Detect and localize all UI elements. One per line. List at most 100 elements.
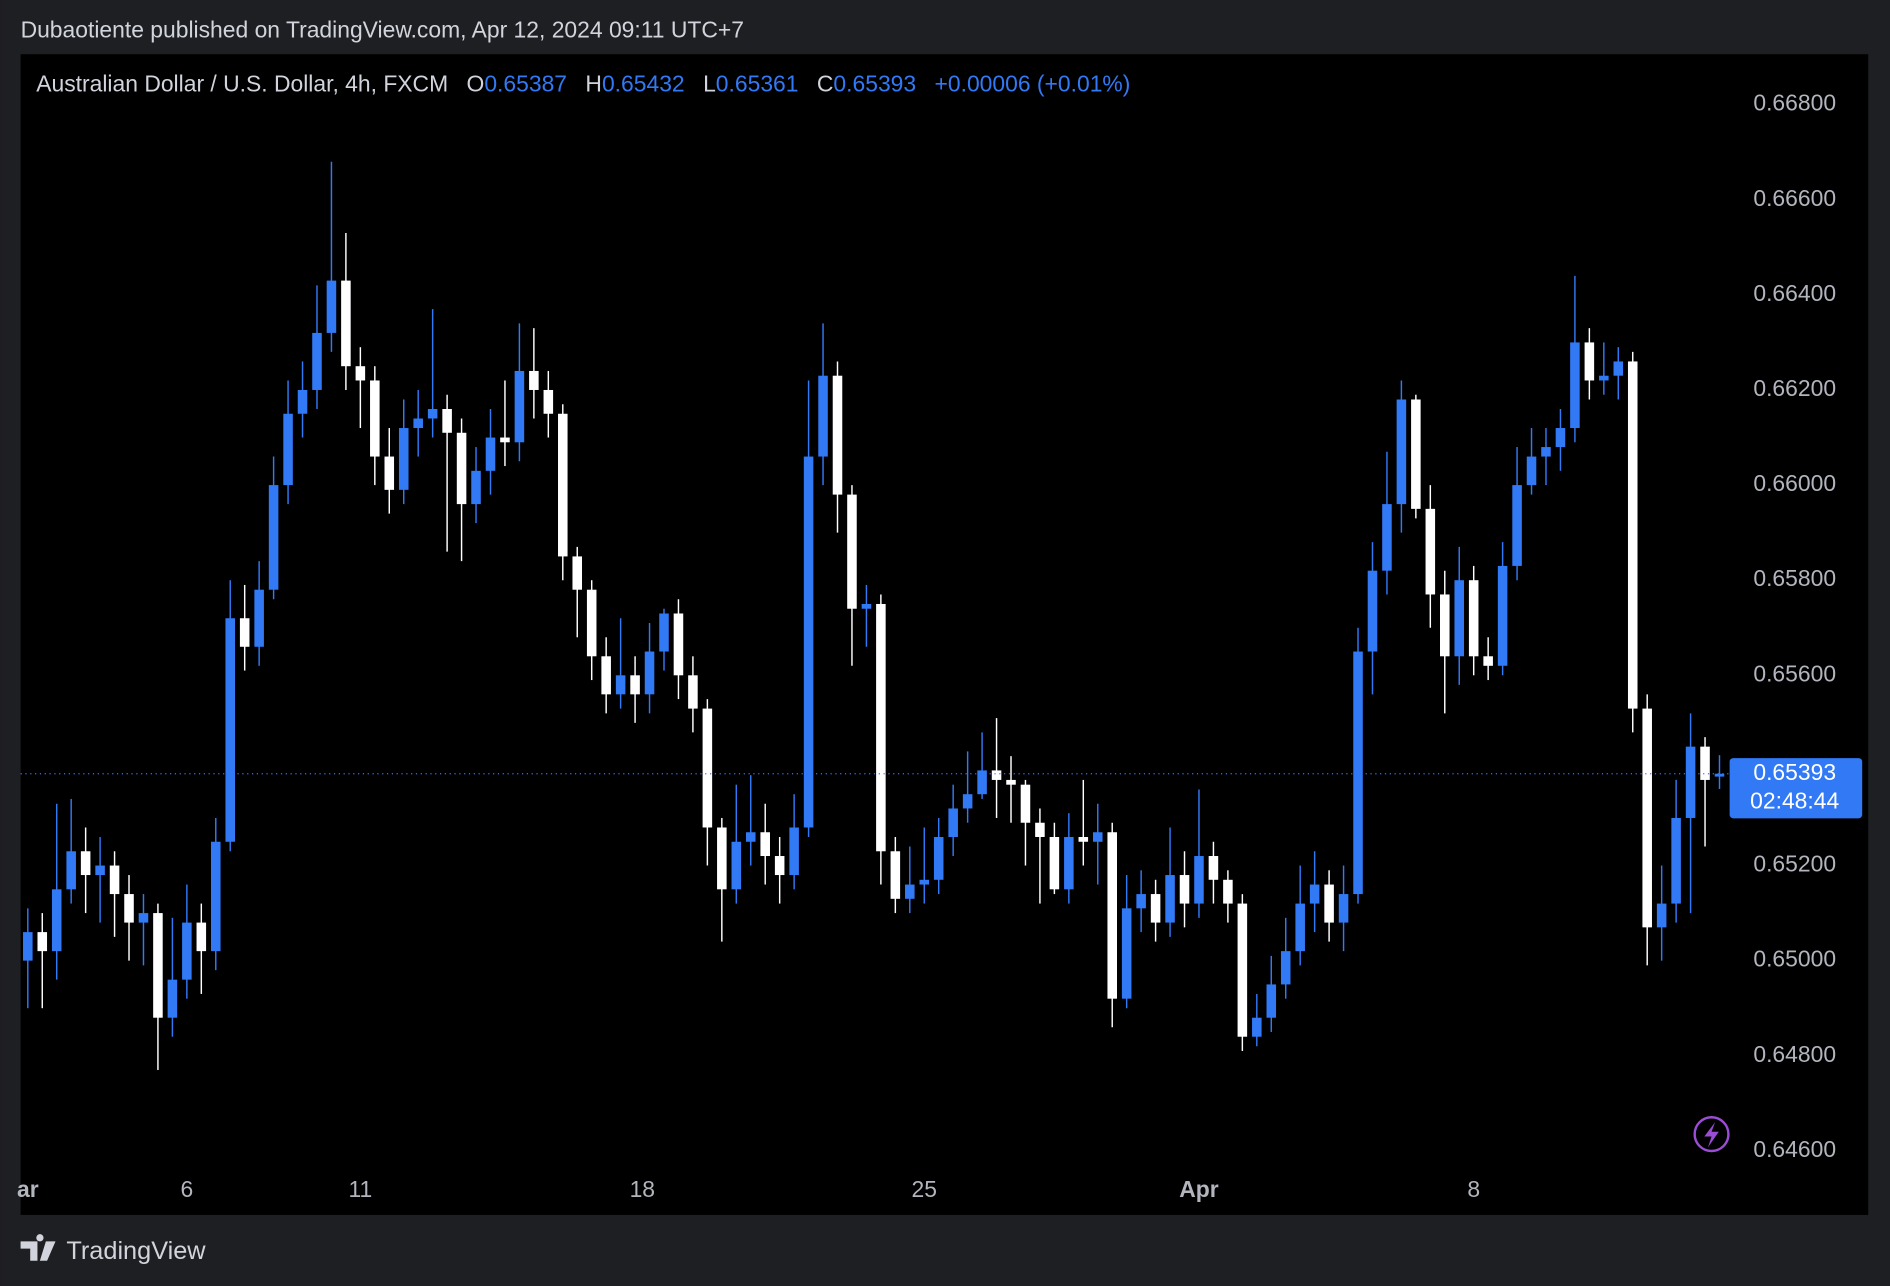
candle-body: [485, 437, 496, 471]
y-tick-label: 0.66200: [1753, 375, 1836, 401]
candle-body: [413, 418, 423, 429]
candle-body: [991, 770, 1002, 780]
candle-body: [442, 408, 452, 433]
candle-body: [66, 851, 76, 890]
candle-body: [1440, 594, 1450, 657]
candle-body: [1599, 375, 1609, 381]
candle-body: [471, 470, 481, 505]
chart-panel: [20, 54, 1869, 1215]
candle-body: [1266, 984, 1277, 1018]
candle-body: [1656, 903, 1667, 928]
ohlc-label: H: [585, 71, 602, 97]
high-value: 0.65432: [602, 71, 685, 97]
alert-icon-bolt[interactable]: [1704, 1122, 1719, 1148]
y-tick-label: 0.65800: [1753, 565, 1836, 591]
candle-body: [905, 884, 915, 899]
candle-body: [456, 432, 467, 505]
candle-body: [239, 618, 250, 647]
candle-body: [1252, 1017, 1262, 1037]
y-tick-label: 0.66400: [1753, 280, 1836, 306]
candle-body: [529, 370, 539, 390]
candle-body: [1338, 894, 1349, 923]
ohlc-label: L: [703, 71, 716, 97]
candle-body: [1541, 447, 1551, 457]
candle-body: [586, 589, 597, 657]
y-tick-label: 0.65600: [1753, 660, 1836, 686]
candle-body: [1468, 580, 1479, 657]
low-value: 0.65361: [716, 71, 799, 97]
candle-body: [384, 456, 395, 490]
candle-body: [717, 827, 727, 890]
candle-body: [210, 841, 221, 952]
candle-body: [1714, 773, 1725, 777]
candle-body: [1642, 708, 1652, 928]
candle-body: [789, 827, 799, 876]
candle-body: [760, 832, 770, 857]
candle-body: [572, 556, 583, 590]
candle-body: [1382, 504, 1392, 571]
candle-body: [153, 913, 163, 1018]
candle-body: [37, 932, 48, 952]
ohlc-label: O: [467, 71, 485, 97]
candle-body: [861, 603, 872, 609]
candle-body: [558, 413, 568, 557]
candle-body: [948, 808, 958, 837]
candle-body: [1425, 508, 1436, 595]
x-tick-label: Apr: [1179, 1176, 1218, 1202]
candle-body: [1280, 951, 1291, 985]
alert-icon-ring[interactable]: [1693, 1116, 1730, 1153]
candle-body: [1092, 832, 1103, 842]
candle-body: [818, 375, 828, 457]
y-tick-label: 0.66600: [1753, 185, 1836, 211]
y-tick-label: 0.65000: [1753, 946, 1836, 972]
candle-body: [95, 865, 105, 876]
candle-body: [601, 656, 611, 695]
brand-logo[interactable]: [20, 1234, 56, 1261]
candle-body: [1194, 856, 1204, 904]
candle-body: [1179, 875, 1190, 904]
candle-body: [615, 675, 626, 695]
candle-body: [919, 879, 930, 885]
candle-body: [312, 332, 322, 390]
candle-body: [1165, 875, 1175, 923]
candle-body: [1512, 485, 1522, 566]
candle-body: [962, 794, 973, 809]
y-tick-label: 0.65200: [1753, 851, 1836, 877]
candle-body: [1497, 565, 1508, 666]
y-tick-label: 0.64800: [1753, 1041, 1836, 1067]
candle-body: [774, 856, 785, 876]
x-tick-label: 25: [912, 1176, 937, 1202]
brand[interactable]: TradingView: [20, 1234, 207, 1265]
candle-body: [745, 832, 756, 842]
x-tick-label: 6: [180, 1176, 193, 1202]
candle-body: [196, 922, 207, 952]
candle-body: [51, 889, 62, 952]
candle-body: [1121, 908, 1132, 999]
legend-line: Australian Dollar / U.S. Dollar, 4h, FXC…: [36, 71, 1130, 97]
candle-body: [1006, 779, 1016, 785]
candle-body: [1685, 746, 1696, 818]
alert-icon[interactable]: [1693, 1116, 1730, 1153]
publish-info: Dubaotiente published on TradingView.com…: [21, 16, 744, 42]
candle-body: [1078, 836, 1089, 842]
candle-body: [876, 603, 886, 852]
candle-body: [500, 437, 510, 443]
candle-body: [1064, 836, 1074, 890]
candle-body: [1150, 894, 1161, 923]
candle-body: [1584, 342, 1595, 381]
symbol-title: Australian Dollar / U.S. Dollar, 4h, FXC…: [36, 71, 448, 97]
candle-body: [326, 280, 337, 333]
candle-body: [1020, 784, 1031, 823]
candle-body: [398, 428, 409, 490]
candle-body: [80, 851, 91, 876]
candle-body: [138, 913, 149, 923]
candle-body: [1627, 361, 1638, 709]
candle-body: [1049, 836, 1060, 890]
candle-body: [1295, 903, 1305, 952]
candle-body: [283, 413, 293, 486]
brand-name[interactable]: TradingView: [66, 1237, 206, 1265]
candle-body: [370, 380, 380, 457]
x-tick-label: 8: [1467, 1176, 1480, 1202]
candle-body: [847, 494, 857, 609]
